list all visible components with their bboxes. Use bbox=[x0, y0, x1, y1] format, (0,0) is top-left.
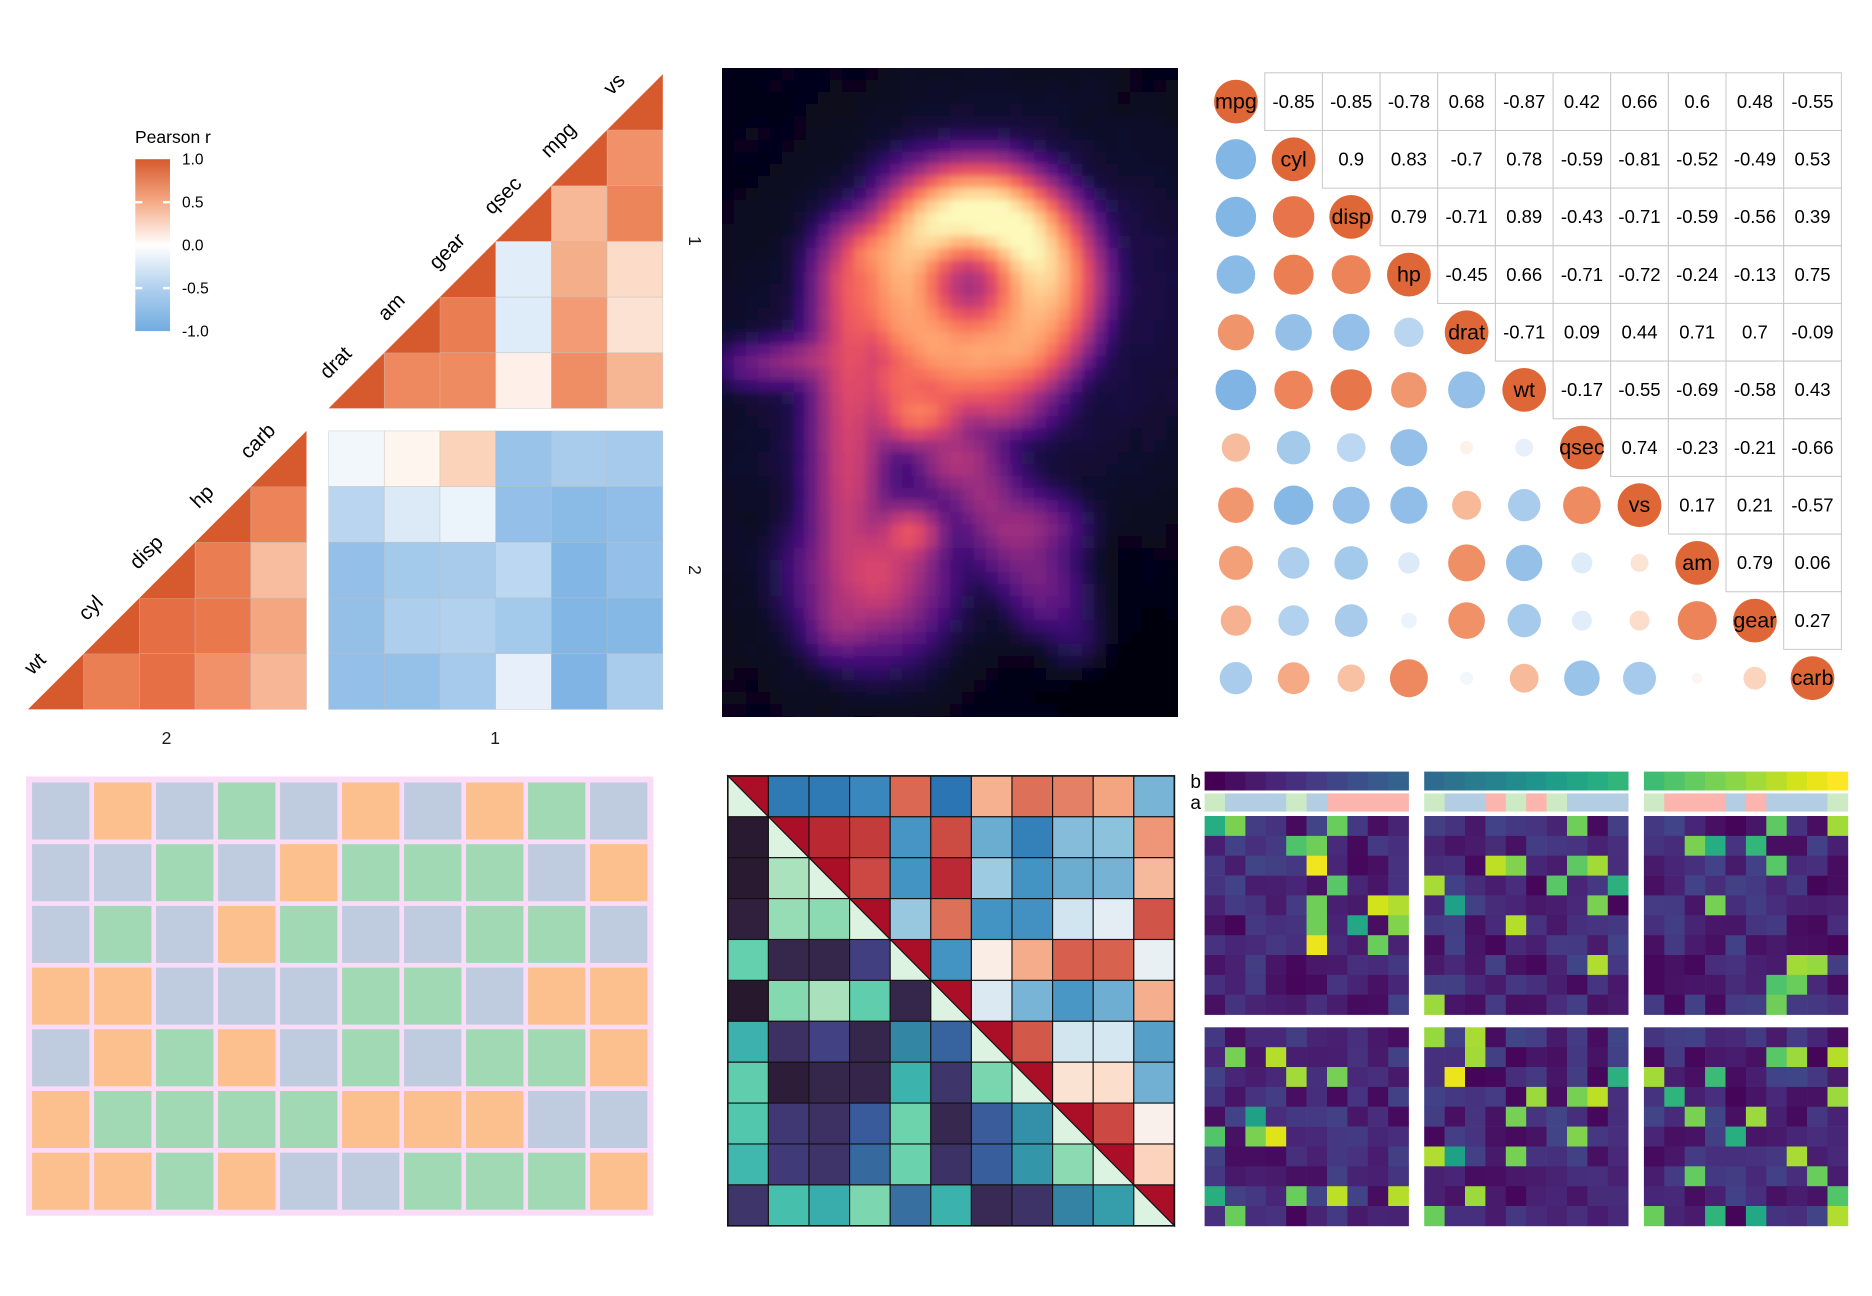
svg-text:-0.59: -0.59 bbox=[1676, 206, 1718, 227]
svg-text:0.09: 0.09 bbox=[1564, 322, 1600, 343]
svg-text:-0.87: -0.87 bbox=[1503, 91, 1545, 112]
svg-text:1: 1 bbox=[685, 236, 705, 246]
svg-text:0.7: 0.7 bbox=[1742, 322, 1768, 343]
svg-text:1.0: 1.0 bbox=[182, 151, 204, 168]
svg-text:-0.71: -0.71 bbox=[1618, 206, 1660, 227]
svg-text:-0.57: -0.57 bbox=[1791, 494, 1833, 515]
svg-text:0.42: 0.42 bbox=[1564, 91, 1600, 112]
svg-text:0.68: 0.68 bbox=[1449, 91, 1485, 112]
svg-text:-0.72: -0.72 bbox=[1618, 264, 1660, 285]
svg-text:-0.58: -0.58 bbox=[1734, 379, 1776, 400]
svg-text:-0.71: -0.71 bbox=[1561, 264, 1603, 285]
svg-text:0.66: 0.66 bbox=[1506, 264, 1542, 285]
svg-text:-0.52: -0.52 bbox=[1676, 149, 1718, 170]
svg-text:-0.56: -0.56 bbox=[1734, 206, 1776, 227]
svg-text:b: b bbox=[1190, 772, 1201, 793]
svg-text:-0.5: -0.5 bbox=[182, 280, 209, 297]
svg-text:0.06: 0.06 bbox=[1794, 552, 1830, 573]
svg-text:-0.85: -0.85 bbox=[1273, 91, 1315, 112]
svg-text:-0.23: -0.23 bbox=[1676, 437, 1718, 458]
svg-text:-0.09: -0.09 bbox=[1791, 322, 1833, 343]
svg-text:-0.45: -0.45 bbox=[1446, 264, 1488, 285]
svg-text:-0.69: -0.69 bbox=[1676, 379, 1718, 400]
svg-text:wt: wt bbox=[1512, 378, 1535, 402]
svg-text:-0.21: -0.21 bbox=[1734, 437, 1776, 458]
svg-text:disp: disp bbox=[1331, 205, 1370, 229]
svg-text:0.53: 0.53 bbox=[1794, 149, 1830, 170]
svg-text:-0.59: -0.59 bbox=[1561, 149, 1603, 170]
svg-text:-0.71: -0.71 bbox=[1503, 322, 1545, 343]
svg-text:0.83: 0.83 bbox=[1391, 149, 1427, 170]
svg-text:drat: drat bbox=[1448, 320, 1485, 344]
svg-text:0.9: 0.9 bbox=[1338, 149, 1364, 170]
svg-text:-0.71: -0.71 bbox=[1446, 206, 1488, 227]
svg-text:qsec: qsec bbox=[1559, 436, 1605, 460]
svg-text:0.5: 0.5 bbox=[182, 194, 204, 211]
svg-text:Pearson r: Pearson r bbox=[135, 127, 211, 147]
svg-text:-0.78: -0.78 bbox=[1388, 91, 1430, 112]
svg-text:-0.85: -0.85 bbox=[1330, 91, 1372, 112]
svg-text:0.79: 0.79 bbox=[1737, 552, 1773, 573]
svg-text:-0.66: -0.66 bbox=[1791, 437, 1833, 458]
svg-text:0.75: 0.75 bbox=[1794, 264, 1830, 285]
svg-text:0.78: 0.78 bbox=[1506, 149, 1542, 170]
svg-text:hp: hp bbox=[1397, 263, 1421, 287]
svg-text:-0.17: -0.17 bbox=[1561, 379, 1603, 400]
svg-text:2: 2 bbox=[162, 728, 172, 748]
svg-text:0.43: 0.43 bbox=[1794, 379, 1830, 400]
svg-text:-0.13: -0.13 bbox=[1734, 264, 1776, 285]
svg-text:0.66: 0.66 bbox=[1621, 91, 1657, 112]
svg-text:cyl: cyl bbox=[1280, 147, 1306, 171]
svg-text:0.27: 0.27 bbox=[1794, 610, 1830, 631]
svg-text:0.39: 0.39 bbox=[1794, 206, 1830, 227]
svg-text:a: a bbox=[1190, 793, 1201, 814]
svg-text:0.0: 0.0 bbox=[182, 237, 204, 254]
svg-text:-0.55: -0.55 bbox=[1618, 379, 1660, 400]
svg-text:0.79: 0.79 bbox=[1391, 206, 1427, 227]
svg-text:0.6: 0.6 bbox=[1684, 91, 1710, 112]
svg-text:0.89: 0.89 bbox=[1506, 206, 1542, 227]
svg-text:-0.55: -0.55 bbox=[1791, 91, 1833, 112]
svg-text:1: 1 bbox=[490, 728, 500, 748]
svg-text:gear: gear bbox=[1733, 609, 1776, 633]
svg-text:carb: carb bbox=[1792, 666, 1834, 690]
svg-text:vs: vs bbox=[1629, 493, 1651, 517]
svg-text:0.71: 0.71 bbox=[1679, 322, 1715, 343]
svg-text:-1.0: -1.0 bbox=[182, 323, 209, 340]
svg-text:-0.49: -0.49 bbox=[1734, 149, 1776, 170]
svg-text:2: 2 bbox=[685, 565, 705, 575]
svg-text:-0.7: -0.7 bbox=[1451, 149, 1483, 170]
svg-text:0.48: 0.48 bbox=[1737, 91, 1773, 112]
svg-text:-0.81: -0.81 bbox=[1618, 149, 1660, 170]
svg-text:0.44: 0.44 bbox=[1621, 322, 1657, 343]
svg-text:am: am bbox=[1682, 551, 1712, 575]
svg-text:mpg: mpg bbox=[1215, 90, 1257, 114]
svg-text:0.17: 0.17 bbox=[1679, 494, 1715, 515]
svg-text:-0.43: -0.43 bbox=[1561, 206, 1603, 227]
svg-text:-0.24: -0.24 bbox=[1676, 264, 1718, 285]
svg-text:0.21: 0.21 bbox=[1737, 494, 1773, 515]
svg-text:0.74: 0.74 bbox=[1621, 437, 1657, 458]
